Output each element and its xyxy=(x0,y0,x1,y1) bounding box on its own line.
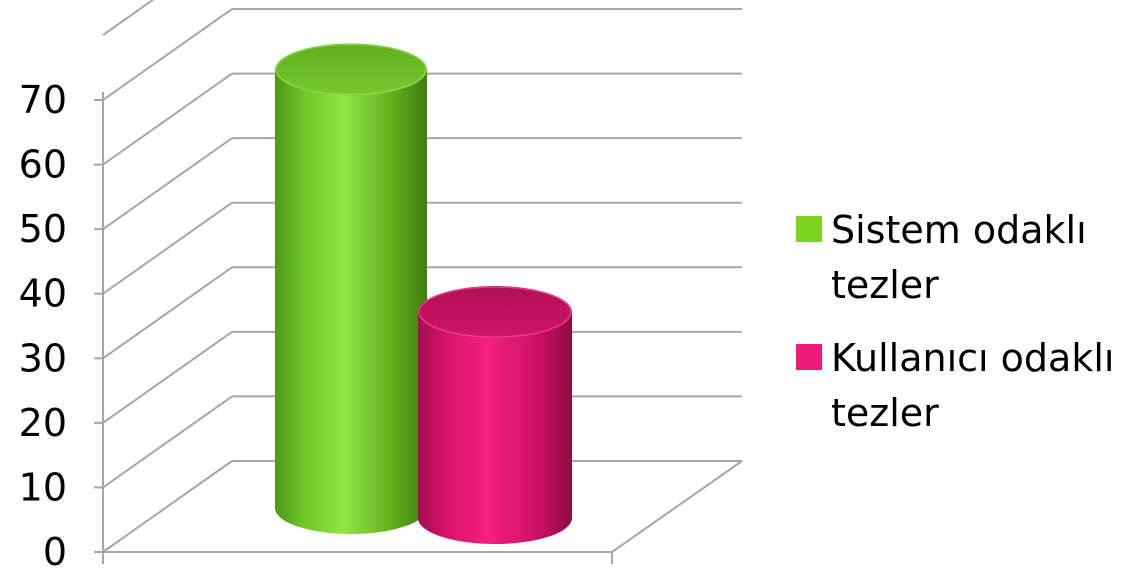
bar-top xyxy=(418,286,572,338)
y-tick-label: 60 xyxy=(19,143,67,187)
bar-body xyxy=(275,69,427,535)
y-tick-label: 40 xyxy=(19,272,67,316)
y-tick-label: 20 xyxy=(19,401,67,445)
floor-left-edge xyxy=(102,460,233,553)
legend: Sistem odaklı tezler Kullanıcı odaklı tezle… xyxy=(796,208,1114,435)
legend-swatch-kullanici xyxy=(796,344,822,370)
grid-diagonal-top xyxy=(102,0,155,36)
bar-top-rim xyxy=(275,43,427,96)
floor-right-edge xyxy=(611,460,743,553)
grid-diagonal xyxy=(102,72,233,166)
legend-label: Sistem odaklı xyxy=(831,208,1087,252)
grid-diagonal xyxy=(102,8,233,101)
y-tick-labels: 0 10 20 30 40 50 60 70 xyxy=(19,78,67,574)
y-tick-label: 0 xyxy=(43,530,67,574)
legend-swatch-sistem xyxy=(796,216,822,242)
bars xyxy=(275,43,572,544)
axis-layer xyxy=(94,92,743,564)
y-tick-label: 70 xyxy=(19,78,67,122)
grid-diagonal xyxy=(102,395,233,489)
legend-label: tezler xyxy=(831,391,939,435)
y-tick-label: 30 xyxy=(19,336,67,380)
grid-diagonal xyxy=(102,266,233,360)
bar-body xyxy=(418,312,572,544)
y-tick-label: 50 xyxy=(19,207,67,251)
grid-diagonal xyxy=(102,331,233,424)
y-tick-label: 10 xyxy=(19,465,67,509)
grid-diagonal xyxy=(102,137,233,230)
bar-sistem-odakli xyxy=(275,43,427,535)
bar-top-rim xyxy=(418,286,572,338)
bar-top xyxy=(275,43,427,96)
legend-label: Kullanıcı odaklı xyxy=(831,336,1114,380)
grid-diagonal xyxy=(102,201,233,295)
legend-label: tezler xyxy=(831,263,939,307)
bar-kullanici-odakli xyxy=(418,286,572,544)
